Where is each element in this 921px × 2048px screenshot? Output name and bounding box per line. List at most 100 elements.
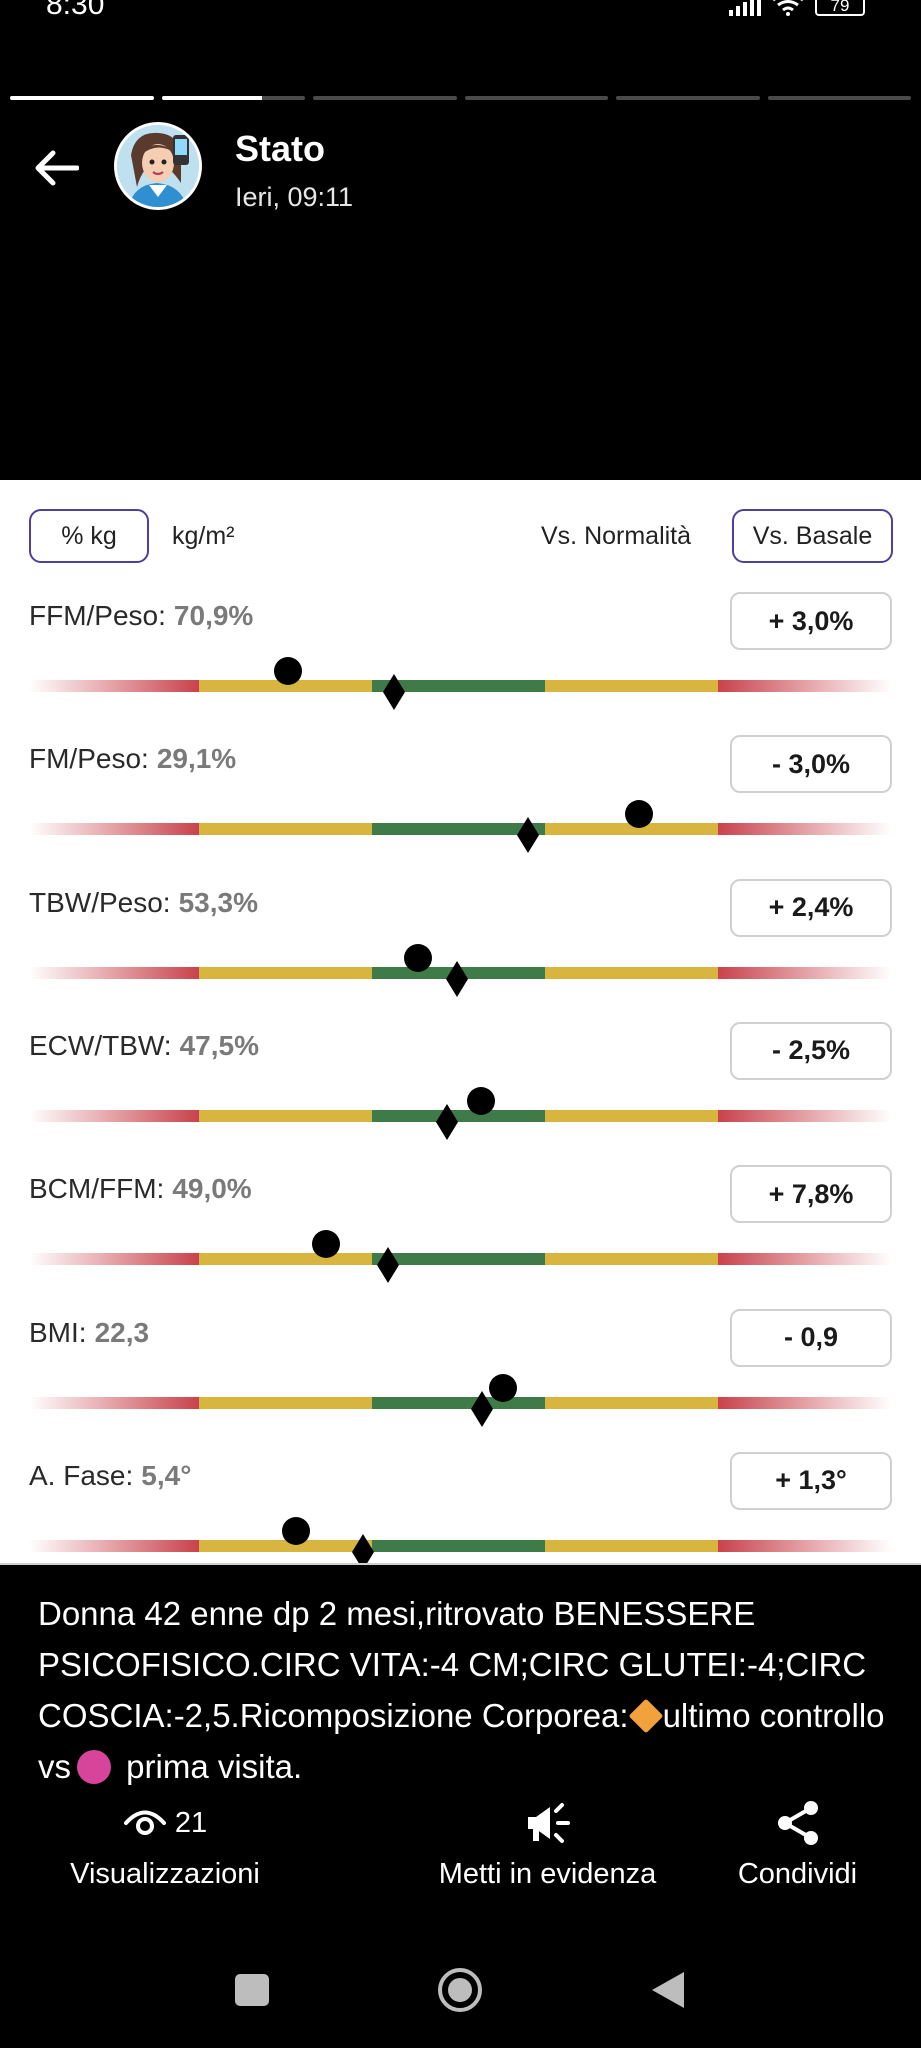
caption-text-3: prima visita. bbox=[117, 1748, 303, 1785]
back-icon bbox=[652, 1972, 684, 2008]
range-segment bbox=[29, 1253, 199, 1266]
metric-name: BMI: bbox=[29, 1316, 87, 1348]
range-segment bbox=[372, 1539, 545, 1552]
metric-delta: + 7,8% bbox=[730, 1165, 892, 1224]
home-icon bbox=[438, 1968, 482, 2012]
range-segment bbox=[199, 680, 372, 692]
last-check-diamond-marker bbox=[517, 817, 540, 854]
vs-basale-chip[interactable]: Vs. Basale bbox=[732, 509, 893, 563]
home-button[interactable] bbox=[430, 1960, 490, 2020]
range-segment bbox=[545, 966, 718, 979]
range-segment bbox=[199, 966, 372, 979]
range-segment bbox=[372, 1109, 545, 1122]
range-bar bbox=[29, 943, 891, 997]
vs-basale-label: Vs. Basale bbox=[752, 521, 873, 550]
range-segment bbox=[718, 680, 891, 692]
highlight-button[interactable]: Metti in evidenza bbox=[410, 1800, 685, 1891]
share-button[interactable]: Condividi bbox=[715, 1800, 880, 1891]
range-segment bbox=[29, 823, 199, 836]
metric-value: 53,3% bbox=[178, 886, 258, 918]
metric-label: BCM/FFM: 49,0% bbox=[29, 1173, 252, 1205]
metric-row: ECW/TBW: 47,5% - 2,5% bbox=[0, 1021, 921, 1165]
metric-delta: + 3,0% bbox=[730, 592, 892, 650]
range-segment bbox=[372, 1253, 545, 1266]
range-segment bbox=[718, 1253, 891, 1266]
share-label: Condividi bbox=[737, 1858, 858, 1890]
range-segment bbox=[718, 1396, 891, 1409]
metric-row: TBW/Peso: 53,3% + 2,4% bbox=[0, 878, 921, 1022]
divider bbox=[0, 1563, 921, 1565]
metric-name: ECW/TBW: bbox=[29, 1029, 172, 1061]
range-segment bbox=[372, 1396, 545, 1409]
metric-row: BCM/FFM: 49,0% + 7,8% bbox=[0, 1165, 921, 1308]
metric-row: FFM/Peso: 70,9% + 3,0% bbox=[0, 592, 921, 735]
views-button[interactable]: 21 Visualizzazioni bbox=[40, 1800, 290, 1891]
range-segment bbox=[545, 823, 718, 836]
recents-button[interactable] bbox=[232, 1960, 272, 2020]
story-title: Stato bbox=[235, 128, 325, 169]
range-segment bbox=[545, 1109, 718, 1122]
range-bar bbox=[29, 1373, 891, 1427]
wifi-icon bbox=[773, 0, 803, 16]
metric-name: A. Fase: bbox=[29, 1459, 134, 1491]
metric-value: 70,9% bbox=[173, 600, 254, 631]
range-segment bbox=[718, 1109, 891, 1122]
metric-label: ECW/TBW: 47,5% bbox=[29, 1030, 259, 1062]
avatar[interactable] bbox=[114, 122, 202, 210]
metric-label: BMI: 22,3 bbox=[29, 1317, 149, 1349]
story-caption: Donna 42 enne dp 2 mesi,ritrovato BENESS… bbox=[38, 1588, 898, 1792]
signal-icon bbox=[729, 0, 761, 16]
battery-level: 79 bbox=[830, 0, 850, 15]
range-segment bbox=[29, 966, 199, 979]
highlight-label: Metti in evidenza bbox=[438, 1858, 657, 1890]
range-segment bbox=[199, 1253, 372, 1266]
metric-value: 49,0% bbox=[172, 1173, 252, 1205]
views-count: 21 bbox=[174, 1806, 208, 1839]
unit-kg-m2-toggle[interactable]: kg/m² bbox=[172, 522, 235, 550]
first-visit-dot-marker bbox=[625, 800, 654, 829]
avatar-image bbox=[117, 125, 199, 207]
metric-row: A. Fase: 5,4° + 1,3° bbox=[0, 1451, 921, 1563]
last-check-diamond-marker bbox=[376, 1247, 399, 1284]
story-timestamp: Ieri, 09:11 bbox=[235, 182, 354, 212]
story-progress bbox=[10, 96, 911, 100]
metric-delta: + 2,4% bbox=[730, 878, 892, 937]
unit-percent-kg-chip[interactable]: % kg bbox=[29, 509, 149, 563]
metric-row: BMI: 22,3 - 0,9 bbox=[0, 1308, 921, 1452]
range-segment bbox=[545, 1396, 718, 1409]
first-visit-dot-marker bbox=[403, 943, 432, 972]
range-segment bbox=[718, 1539, 891, 1552]
range-bar bbox=[29, 1086, 891, 1140]
eye-icon bbox=[123, 1810, 166, 1835]
metric-delta: - 0,9 bbox=[730, 1308, 892, 1367]
purple-circle-icon bbox=[77, 1750, 111, 1784]
status-icons: 79 bbox=[729, 0, 865, 16]
metric-label: FM/Peso: 29,1% bbox=[29, 743, 236, 775]
metric-name: FM/Peso: bbox=[29, 743, 149, 775]
range-segment bbox=[29, 1539, 199, 1552]
vs-normalita-toggle[interactable]: Vs. Normalità bbox=[541, 522, 692, 550]
last-check-diamond-marker bbox=[382, 674, 405, 710]
orange-diamond-icon bbox=[628, 1698, 663, 1734]
back-arrow-icon bbox=[35, 150, 79, 186]
range-segment bbox=[29, 1109, 199, 1122]
story-progress-segment bbox=[464, 96, 608, 100]
back-button[interactable] bbox=[28, 140, 84, 196]
views-label: Visualizzazioni bbox=[70, 1858, 260, 1890]
back-nav-button[interactable] bbox=[645, 1960, 691, 2020]
megaphone-icon bbox=[527, 1803, 570, 1843]
body-composition-panel: % kg kg/m² Vs. Normalità Vs. Basale FFM/… bbox=[0, 480, 921, 1563]
caption-text: Donna 42 enne dp 2 mesi,ritrovato BENESS… bbox=[38, 1595, 867, 1734]
range-bar bbox=[29, 1516, 891, 1563]
status-bar: 8:30 79 bbox=[0, 0, 921, 24]
story-progress-segment bbox=[313, 96, 457, 100]
range-segment bbox=[718, 823, 891, 836]
metric-delta: - 3,0% bbox=[730, 735, 892, 794]
last-check-diamond-marker bbox=[352, 1533, 375, 1563]
metric-label: TBW/Peso: 53,3% bbox=[29, 887, 258, 919]
range-bar bbox=[29, 657, 891, 710]
metric-value: 5,4° bbox=[141, 1459, 192, 1491]
range-bar bbox=[29, 1230, 891, 1284]
first-visit-dot-marker bbox=[311, 1230, 340, 1259]
metric-delta: - 2,5% bbox=[730, 1021, 892, 1080]
